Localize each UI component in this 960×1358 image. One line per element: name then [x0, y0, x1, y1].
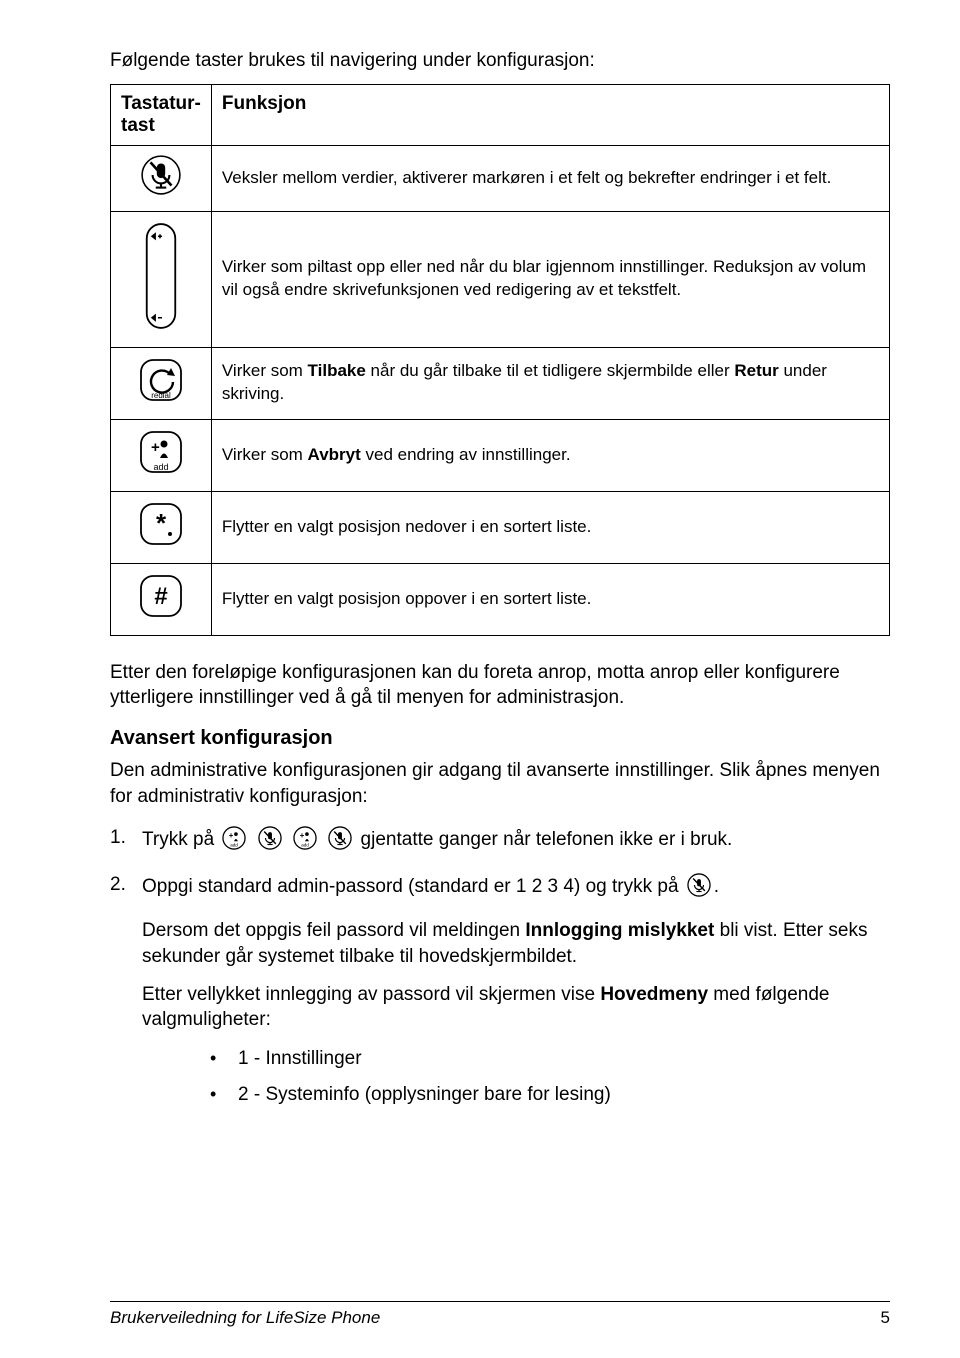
section-intro: Den administrative konfigurasjonen gir a… — [110, 758, 890, 809]
bold-term: Innlogging mislykket — [525, 920, 714, 941]
mic-mute-icon — [140, 154, 182, 203]
mic-mute-icon — [327, 825, 353, 860]
bold-term: Hovedmeny — [600, 984, 708, 1005]
text-fragment: . — [714, 876, 719, 897]
step-item: Trykk på gjentatte ganger når telefonen … — [110, 825, 890, 860]
mic-mute-icon — [686, 872, 712, 907]
text-fragment: Trykk på — [142, 829, 219, 850]
text-fragment: Virker som — [222, 445, 308, 464]
hash-key-icon — [137, 572, 185, 627]
volume-rocker-icon — [140, 220, 182, 339]
mic-mute-icon — [257, 825, 283, 860]
note-paragraph: Dersom det oppgis feil passord vil meldi… — [142, 918, 890, 969]
steps-list: Trykk på gjentatte ganger når telefonen … — [110, 825, 890, 906]
step-item: Oppgi standard admin-passord (standard e… — [110, 872, 890, 907]
bold-term: Retur — [734, 361, 778, 380]
footer-title: Brukerveiledning for LifeSize Phone — [110, 1308, 380, 1328]
options-list: 1 - Innstillinger 2 - Systeminfo (opplys… — [210, 1045, 890, 1110]
page-footer: Brukerveiledning for LifeSize Phone 5 — [110, 1301, 890, 1328]
bold-term: Avbryt — [308, 445, 361, 464]
table-row: Virker som Avbryt ved endring av innstil… — [111, 419, 890, 491]
add-icon — [137, 428, 185, 483]
row-text: Veksler mellom verdier, aktiverer markør… — [211, 146, 889, 212]
section-heading: Avansert konfigurasjon — [110, 727, 890, 750]
add-icon — [221, 825, 247, 860]
text-fragment: Virker som — [222, 361, 308, 380]
row-text: Virker som Avbryt ved endring av innstil… — [211, 419, 889, 491]
text-fragment: når du går tilbake til et tidligere skje… — [366, 361, 735, 380]
list-item: 1 - Innstillinger — [210, 1045, 890, 1074]
page-number: 5 — [881, 1308, 890, 1328]
star-key-icon — [137, 500, 185, 555]
document-page: Følgende taster brukes til navigering un… — [0, 0, 960, 1358]
text-fragment: ved endring av innstillinger. — [361, 445, 571, 464]
table-header-key: Tastatur-tast — [111, 85, 212, 146]
table-row: Flytter en valgt posisjon oppover i en s… — [111, 563, 890, 635]
text-fragment: Oppgi standard admin-passord (standard e… — [142, 876, 684, 897]
add-icon — [292, 825, 318, 860]
text-fragment: Dersom det oppgis feil passord vil meldi… — [142, 920, 525, 941]
row-text: Flytter en valgt posisjon oppover i en s… — [211, 563, 889, 635]
table-header-function: Funksjon — [211, 85, 889, 146]
keys-table: Tastatur-tast Funksjon Veksler mellom ve… — [110, 84, 890, 636]
row-text: Virker som Tilbake når du går tilbake ti… — [211, 347, 889, 419]
bold-term: Tilbake — [308, 361, 366, 380]
redial-icon — [137, 356, 185, 411]
text-fragment: Etter vellykket innlegging av passord vi… — [142, 984, 600, 1005]
after-table-paragraph: Etter den foreløpige konfigurasjonen kan… — [110, 660, 890, 711]
table-row: Veksler mellom verdier, aktiverer markør… — [111, 146, 890, 212]
table-row: Virker som Tilbake når du går tilbake ti… — [111, 347, 890, 419]
row-text: Virker som piltast opp eller ned når du … — [211, 211, 889, 347]
text-fragment: gjentatte ganger når telefonen ikke er i… — [361, 829, 733, 850]
table-row: Flytter en valgt posisjon nedover i en s… — [111, 491, 890, 563]
table-row: Virker som piltast opp eller ned når du … — [111, 211, 890, 347]
row-text: Flytter en valgt posisjon nedover i en s… — [211, 491, 889, 563]
intro-text: Følgende taster brukes til navigering un… — [110, 50, 890, 72]
list-item: 2 - Systeminfo (opplysninger bare for le… — [210, 1081, 890, 1110]
note-paragraph: Etter vellykket innlegging av passord vi… — [142, 982, 890, 1033]
